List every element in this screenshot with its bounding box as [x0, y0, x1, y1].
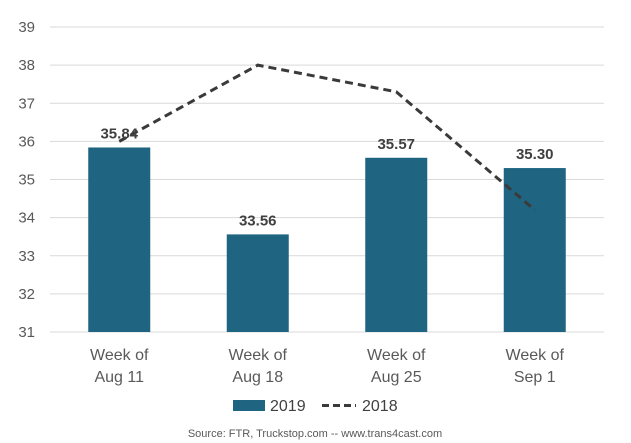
x-tick-label-2-0: Week of	[367, 347, 426, 364]
legend-swatch-2019	[233, 400, 265, 411]
y-tick-label-35: 35	[18, 172, 35, 189]
bar-0	[88, 147, 151, 332]
line-2018-path	[118, 63, 536, 212]
x-tick-label-2-1: Aug 25	[371, 369, 422, 386]
x-tick-label-1-0: Week of	[229, 347, 288, 364]
data-label-2: 35.57	[377, 136, 415, 153]
data-label-3: 35.30	[516, 146, 554, 163]
bar-series-2019	[88, 147, 566, 332]
y-tick-label-33: 33	[18, 248, 35, 265]
data-labels: 35.84 33.56 35.57 35.30	[100, 125, 553, 229]
x-tick-label-0-1: Aug 11	[94, 369, 144, 386]
data-label-0: 35.84	[100, 125, 138, 142]
y-tick-label-32: 32	[18, 286, 35, 303]
legend-label-2019: 2019	[270, 398, 306, 415]
x-tick-label-0-0: Week of	[90, 347, 149, 364]
source-note: Source: FTR, Truckstop.com -- www.trans4…	[188, 428, 442, 440]
legend: 2019 2018	[233, 398, 398, 415]
y-tick-label-34: 34	[18, 210, 35, 227]
data-label-1: 33.56	[239, 212, 277, 229]
x-tick-label-1-1: Aug 18	[232, 369, 283, 386]
line-series-2018	[118, 63, 536, 212]
bar-1	[226, 234, 289, 332]
y-tick-label-38: 38	[18, 57, 35, 74]
y-tick-label-37: 37	[18, 95, 35, 112]
bar-2	[365, 157, 428, 332]
x-axis: Week of Aug 11 Week of Aug 18 Week of Aug 25 W…	[90, 347, 564, 386]
x-tick-label-3-0: Week of	[506, 347, 565, 364]
y-tick-label-36: 36	[18, 133, 35, 150]
y-tick-label-31: 31	[18, 324, 35, 341]
y-axis: 31 32 33 34 35 36 37 38 39	[18, 19, 35, 341]
x-tick-label-3-1: Sep 1	[514, 369, 556, 386]
bar-3	[503, 168, 566, 332]
y-tick-label-39: 39	[18, 19, 35, 36]
legend-label-2018: 2018	[362, 398, 398, 415]
